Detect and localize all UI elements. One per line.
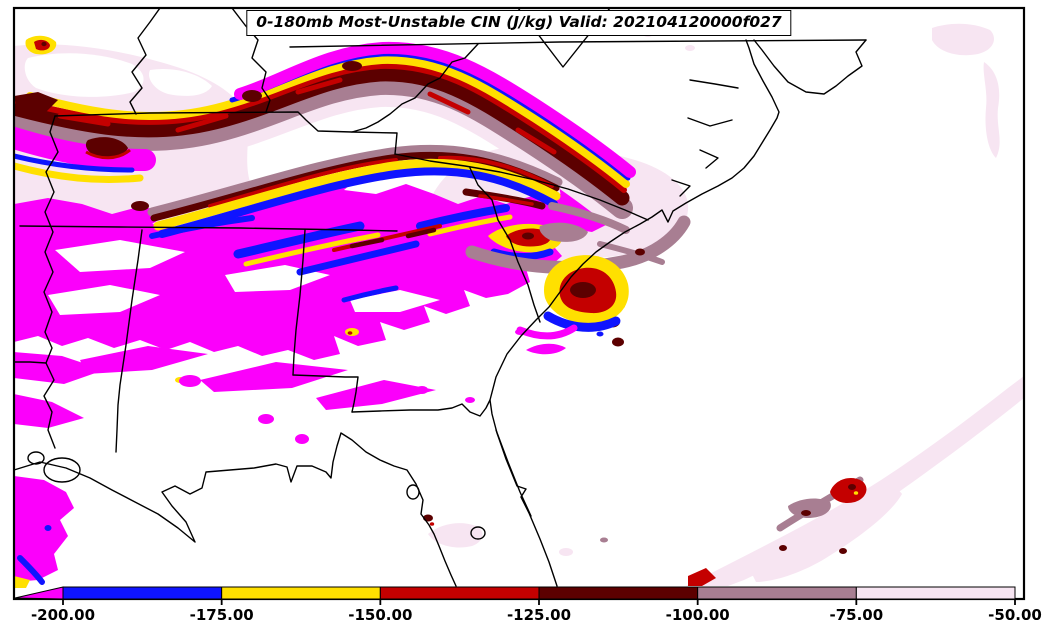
border-va-nc bbox=[289, 39, 867, 48]
contour-sc-bullseye bbox=[516, 255, 629, 355]
colorbar-segment bbox=[855, 586, 1016, 600]
border-ga-sc-savannah bbox=[469, 167, 541, 323]
border-ky-tn bbox=[54, 111, 398, 155]
sound-pamlico-2 bbox=[699, 149, 719, 169]
sound-pamlico-3 bbox=[671, 179, 691, 197]
border-tn-nc-mountains bbox=[351, 43, 479, 133]
colorbar-tick-label: -150.00 bbox=[348, 606, 412, 624]
sound-albemarle bbox=[689, 79, 739, 89]
river-mississippi-north bbox=[129, 9, 161, 115]
coast-atlantic bbox=[489, 39, 780, 587]
colorbar-segment bbox=[62, 586, 223, 600]
contour-valley-fringes bbox=[147, 144, 563, 238]
coast-gulf bbox=[15, 432, 457, 587]
colorbar-segment bbox=[538, 586, 699, 600]
border-nc-sc bbox=[394, 153, 649, 221]
lake-okeechobee bbox=[470, 526, 486, 540]
coast-fl-barrier bbox=[495, 429, 532, 517]
contour-main-band bbox=[15, 41, 641, 231]
colorbar-segment bbox=[697, 586, 857, 600]
border-al-fl bbox=[292, 374, 359, 413]
colorbar: -200.00 -175.00 -150.00 -125.00 -100.00 -75.0… bbox=[14, 586, 1042, 624]
contour-field bbox=[15, 9, 1023, 588]
colorbar-segment bbox=[379, 586, 540, 600]
lake-pontchartrain bbox=[43, 457, 81, 483]
colorbar-tick-label: -100.00 bbox=[666, 606, 730, 624]
contour-offshore-details bbox=[423, 476, 867, 586]
contour-inner-streaks bbox=[149, 204, 513, 303]
colorbar-tick-label: -200.00 bbox=[31, 606, 95, 624]
river-mississippi bbox=[43, 115, 59, 449]
border-al-ga bbox=[292, 229, 306, 376]
colorbar-tick-label: -75.00 bbox=[829, 606, 883, 624]
coast-virginia bbox=[753, 39, 867, 95]
colorbar-tick-label: -50.00 bbox=[988, 606, 1042, 624]
colorbar-tick-label: -175.00 bbox=[190, 606, 254, 624]
border-fl-ga bbox=[351, 399, 491, 417]
sound-pamlico-1 bbox=[687, 117, 733, 127]
contour-band-fragments bbox=[15, 35, 362, 211]
colorbar-tick-label: -125.00 bbox=[507, 606, 571, 624]
map-title: 0-180mb Most-Unstable CIN (J/kg) Valid: … bbox=[246, 10, 792, 36]
colorbar-segment bbox=[221, 586, 381, 600]
lake-maurepas bbox=[27, 451, 45, 465]
border-tn-south bbox=[19, 225, 398, 232]
lake-fl-1 bbox=[406, 484, 420, 500]
border-ms-al bbox=[115, 229, 143, 453]
border-ar-la bbox=[15, 361, 47, 364]
